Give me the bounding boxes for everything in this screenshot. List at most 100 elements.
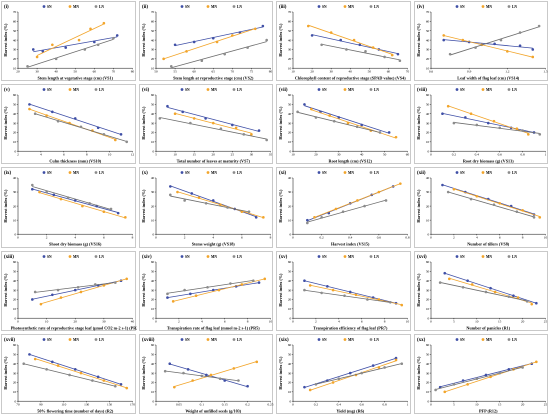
trendline-sn (174, 26, 263, 47)
x-tick-label: 0.2 (314, 402, 319, 406)
legend-marker-sn (42, 337, 46, 341)
legend-label-mn: MN (348, 338, 354, 342)
x-tick-label: 2 (178, 319, 180, 323)
data-point-ln (56, 120, 60, 123)
data-point-sn (327, 212, 331, 215)
y-tick-label: 30 (288, 371, 292, 375)
data-point-ln (247, 210, 250, 214)
x-tick-label: 60 (93, 70, 97, 74)
y-tick-label: 30 (13, 371, 17, 375)
data-point-ln (469, 198, 472, 201)
y-tick-label: 10 (150, 66, 154, 70)
data-point-mn (240, 210, 243, 214)
chart-panel-13: (xiii) SN MN LN 0 10 20 30 40 0 10 20 30 40 50 60 Photos… (1, 250, 137, 331)
y-tick-label: 0 (15, 233, 17, 237)
x-tick-label: 8 (246, 319, 248, 323)
chart-panel-2: (ii) SN MN LN 50 55 60 65 70 75 80 10 20 30 40 50 60 70 St… (138, 1, 273, 82)
y-axis-label: Harvest index (%) (3, 273, 8, 307)
y-tick-label: 60 (150, 93, 154, 97)
x-tick-label: 0.6 (377, 236, 382, 240)
y-tick-label: 50 (150, 29, 154, 33)
legend-marker-mn (481, 5, 484, 8)
data-point-ln (83, 48, 87, 51)
y-tick-label: 0 (290, 150, 292, 154)
x-tick-label: 8 (521, 236, 523, 240)
legend-marker-sn (42, 88, 46, 92)
x-tick-label: 2 (17, 153, 19, 157)
legend-label-mn: MN (485, 171, 491, 175)
y-tick-label: 0 (427, 399, 429, 403)
legend-marker-mn (206, 88, 209, 92)
data-point-ln (88, 202, 91, 205)
legend-marker-sn (180, 88, 183, 92)
data-point-sn (51, 293, 54, 296)
data-point-mn (346, 121, 350, 125)
y-tick-label: 20 (150, 297, 154, 301)
y-tick-label: 30 (150, 191, 154, 195)
data-point-sn (303, 385, 306, 389)
legend-label-ln: LN (511, 338, 516, 342)
legend-marker-sn (180, 5, 183, 8)
data-point-sn (507, 367, 510, 371)
chart-panel-14: (xiv) SN MN LN 0 2 4 6 8 10 0 10 20 30 40 50 60 Transpira… (138, 250, 273, 331)
y-tick-label: 70 (13, 10, 17, 14)
data-point-mn (59, 198, 63, 201)
data-point-ln (332, 120, 336, 123)
data-point-mn (33, 357, 37, 361)
data-point-sn (492, 42, 496, 46)
x-axis-label: Total number of leaves at maturity (VS7) (176, 159, 250, 164)
data-point-mn (77, 38, 81, 42)
data-point-sn (310, 34, 314, 37)
x-tick-label: 8 (132, 236, 134, 240)
data-point-ln (45, 367, 48, 371)
data-point-mn (377, 297, 381, 301)
data-point-ln (91, 379, 94, 382)
legend-label-sn: SN (460, 5, 465, 9)
x-tick-label: 150 (107, 402, 112, 406)
legend-label-mn: MN (73, 5, 79, 9)
panel-label: (xiv) (142, 255, 152, 260)
legend-marker-ln (369, 171, 373, 175)
trendline-ln (169, 196, 249, 213)
x-tick-label: 4 (40, 153, 42, 157)
y-tick-label: 30 (425, 121, 429, 125)
scatter-chart: (xvi) SN MN LN0 5 10 15 20 250102030405060Number… (416, 254, 547, 331)
legend-marker-mn (481, 254, 484, 258)
trendline-sn (443, 39, 533, 49)
trendline-ln (170, 41, 267, 69)
y-tick-label: 30 (150, 288, 154, 292)
x-tick-label: 40 (131, 319, 135, 323)
x-tick-label: 50 (383, 153, 387, 157)
x-tick-label: 170 (130, 402, 135, 406)
y-tick-label: 0 (152, 150, 154, 154)
y-tick-label: 50 (425, 269, 429, 273)
x-tick-label: 50 (154, 70, 158, 74)
data-point-ln (236, 379, 240, 382)
legend-label-sn: SN (185, 88, 190, 92)
x-tick-label: 35 (268, 153, 272, 157)
data-point-sn (339, 38, 343, 42)
data-point-mn (492, 120, 495, 123)
data-point-ln (475, 377, 478, 380)
x-tick-label: 60 (192, 70, 196, 74)
legend-marker-mn (481, 337, 484, 341)
data-point-ln (537, 24, 540, 28)
y-axis-label: Harvest index (%) (278, 189, 283, 223)
legend-marker-ln (94, 171, 98, 175)
data-point-sn (203, 117, 207, 120)
x-tick-label: 1 (407, 402, 409, 406)
x-tick-label: 0 (430, 319, 432, 323)
data-point-ln (452, 382, 455, 386)
chart-panel-15: (xv) SN MN LN 0 2 4 6 8 10 0 10 20 30 40 50 60 Transpirat… (276, 250, 411, 331)
data-point-ln (484, 290, 487, 293)
data-point-ln (26, 65, 29, 68)
x-tick-label: 5 (155, 153, 157, 157)
data-point-mn (192, 117, 195, 120)
x-tick-label: 0 (292, 402, 294, 406)
trendline-sn (169, 363, 248, 387)
scatter-chart: (vi) SN MN LN 5 10 15 20 25 30 35 0 10 20 30 40 50 60 Tota… (141, 88, 272, 164)
y-axis-label: Harvest index (%) (3, 189, 8, 223)
data-point-mn (329, 31, 333, 34)
x-tick-label: 40 (360, 153, 364, 157)
data-point-ln (461, 285, 464, 289)
